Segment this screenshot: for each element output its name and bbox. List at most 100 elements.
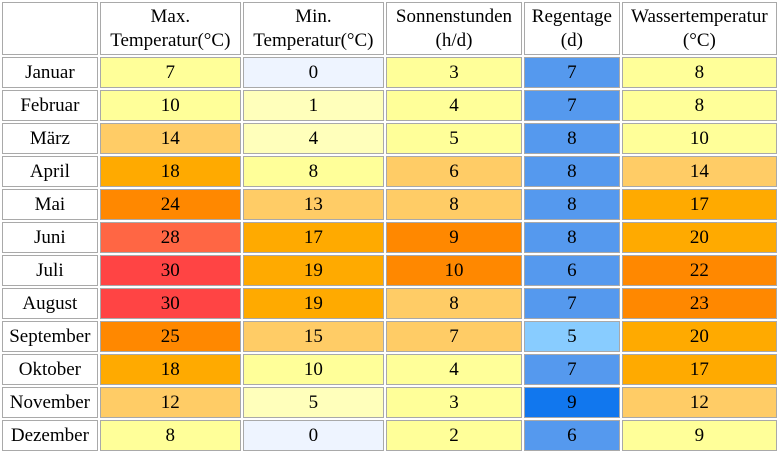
sunshine-hours-cell: 4 [385,354,522,385]
min-temperature-cell: 8 [242,156,384,187]
rain-days-cell: 6 [524,420,620,451]
min-temperature-cell: 10 [242,354,384,385]
max-temperature-cell: 25 [99,321,241,352]
header-line: Regentage [531,5,612,27]
month-label: November [2,387,98,418]
sunshine-hours-cell: 10 [385,255,522,286]
water-temperature-cell: 14 [621,156,777,187]
water-temperature-cell: 23 [621,288,777,319]
sunshine-hours-cell: 4 [385,90,522,121]
rain-days-cell: 9 [524,387,620,418]
rain-days-cell: 7 [524,90,620,121]
header-line: (°C) [682,29,716,51]
sunshine-hours-cell: 9 [385,222,522,253]
header-line: Max. [150,5,191,27]
table-header: Max. Temperatur(°C) Min. Temperatur(°C) … [2,2,777,55]
table-row: Dezember 8 0 2 6 9 [2,420,777,451]
table-body: Januar 7 0 3 7 8 Februar 10 1 4 7 8 März 14 4 5 8 10 April… [2,57,777,451]
table-row: April 18 8 6 8 14 [2,156,777,187]
table-row: Mai 24 13 8 8 17 [2,189,777,220]
min-temperature-cell: 17 [242,222,384,253]
header-row: Max. Temperatur(°C) Min. Temperatur(°C) … [2,2,777,55]
rain-days-cell: 6 [524,255,620,286]
water-temperature-cell: 20 [621,222,777,253]
max-temperature-cell: 7 [99,57,241,88]
table-row: Juni 28 17 9 8 20 [2,222,777,253]
water-temperature-cell: 17 [621,354,777,385]
month-label: Oktober [2,354,98,385]
max-temperature-cell: 18 [99,354,241,385]
header-line: Min. [295,5,332,27]
header-line: Temperatur(°C) [253,29,374,51]
min-temperature-cell: 0 [242,57,384,88]
month-label: Juli [2,255,98,286]
sunshine-hours-cell: 6 [385,156,522,187]
max-temperature-cell: 8 [99,420,241,451]
max-temperature-cell: 24 [99,189,241,220]
header-sunshine-hours: Sonnenstunden (h/d) [385,2,522,55]
sunshine-hours-cell: 8 [385,189,522,220]
min-temperature-cell: 5 [242,387,384,418]
header-line: Wassertemperatur [631,5,768,27]
water-temperature-cell: 8 [621,57,777,88]
sunshine-hours-cell: 7 [385,321,522,352]
header-line: (h/d) [435,29,473,51]
rain-days-cell: 8 [524,123,620,154]
month-label: März [2,123,98,154]
table-row: August 30 19 8 7 23 [2,288,777,319]
sunshine-hours-cell: 2 [385,420,522,451]
water-temperature-cell: 8 [621,90,777,121]
sunshine-hours-cell: 3 [385,57,522,88]
min-temperature-cell: 13 [242,189,384,220]
min-temperature-cell: 4 [242,123,384,154]
water-temperature-cell: 17 [621,189,777,220]
max-temperature-cell: 30 [99,255,241,286]
rain-days-cell: 5 [524,321,620,352]
min-temperature-cell: 15 [242,321,384,352]
max-temperature-cell: 30 [99,288,241,319]
header-corner-cell [2,2,98,55]
min-temperature-cell: 0 [242,420,384,451]
water-temperature-cell: 20 [621,321,777,352]
header-water-temperature: Wassertemperatur (°C) [621,2,777,55]
month-label: Mai [2,189,98,220]
min-temperature-cell: 19 [242,288,384,319]
max-temperature-cell: 28 [99,222,241,253]
rain-days-cell: 8 [524,189,620,220]
table-row: Oktober 18 10 4 7 17 [2,354,777,385]
rain-days-cell: 7 [524,57,620,88]
header-rain-days: Regentage (d) [524,2,620,55]
sunshine-hours-cell: 5 [385,123,522,154]
month-label: Januar [2,57,98,88]
water-temperature-cell: 22 [621,255,777,286]
header-line: (d) [560,29,583,51]
month-label: September [2,321,98,352]
month-label: Februar [2,90,98,121]
month-label: Dezember [2,420,98,451]
rain-days-cell: 8 [524,222,620,253]
sunshine-hours-cell: 3 [385,387,522,418]
header-max-temperature: Max. Temperatur(°C) [99,2,241,55]
table-row: Juli 30 19 10 6 22 [2,255,777,286]
water-temperature-cell: 12 [621,387,777,418]
month-label: Juni [2,222,98,253]
header-line: Sonnenstunden [395,5,513,27]
rain-days-cell: 7 [524,354,620,385]
header-min-temperature: Min. Temperatur(°C) [242,2,384,55]
min-temperature-cell: 1 [242,90,384,121]
table-row: März 14 4 5 8 10 [2,123,777,154]
max-temperature-cell: 10 [99,90,241,121]
table-row: November 12 5 3 9 12 [2,387,777,418]
table-row: Februar 10 1 4 7 8 [2,90,777,121]
max-temperature-cell: 14 [99,123,241,154]
water-temperature-cell: 10 [621,123,777,154]
max-temperature-cell: 18 [99,156,241,187]
month-label: April [2,156,98,187]
table-row: September 25 15 7 5 20 [2,321,777,352]
month-label: August [2,288,98,319]
max-temperature-cell: 12 [99,387,241,418]
table-row: Januar 7 0 3 7 8 [2,57,777,88]
header-line: Temperatur(°C) [110,29,231,51]
rain-days-cell: 7 [524,288,620,319]
